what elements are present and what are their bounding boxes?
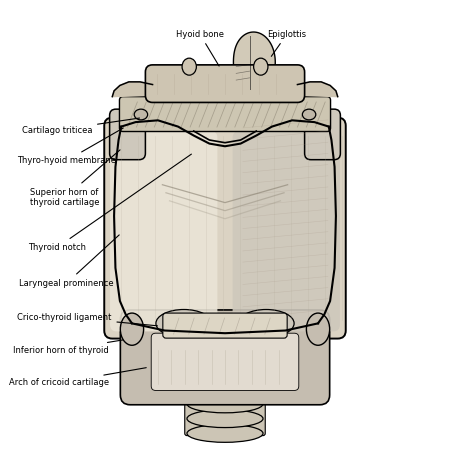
Ellipse shape [182, 58, 196, 75]
Text: Hyoid bone: Hyoid bone [176, 29, 224, 66]
Text: Epiglottis: Epiglottis [267, 29, 306, 57]
Ellipse shape [254, 58, 268, 75]
Ellipse shape [187, 395, 263, 413]
Text: Crico-thyroid ligament: Crico-thyroid ligament [17, 313, 158, 326]
FancyBboxPatch shape [120, 310, 330, 405]
Text: Inferior horn of thyroid: Inferior horn of thyroid [13, 340, 123, 355]
Ellipse shape [187, 409, 263, 428]
Ellipse shape [238, 310, 294, 337]
Ellipse shape [134, 109, 148, 120]
Text: Cartilago triticea: Cartilago triticea [22, 118, 140, 135]
Ellipse shape [302, 109, 316, 120]
Text: Arch of cricoid cartilage: Arch of cricoid cartilage [9, 368, 146, 387]
FancyBboxPatch shape [233, 131, 340, 332]
Text: Thyro-hyoid membrane: Thyro-hyoid membrane [17, 128, 123, 165]
Text: Thyroid notch: Thyroid notch [28, 154, 191, 252]
Text: Laryngeal prominence: Laryngeal prominence [19, 235, 119, 288]
Ellipse shape [120, 313, 144, 345]
Ellipse shape [187, 425, 263, 442]
FancyBboxPatch shape [110, 109, 145, 160]
Polygon shape [112, 82, 153, 96]
FancyBboxPatch shape [163, 313, 287, 338]
Ellipse shape [306, 313, 330, 345]
Ellipse shape [156, 310, 212, 337]
FancyBboxPatch shape [305, 109, 340, 160]
Text: Superior horn of
thyroid cartilage: Superior horn of thyroid cartilage [31, 150, 120, 207]
FancyBboxPatch shape [110, 131, 217, 332]
FancyBboxPatch shape [145, 65, 305, 103]
Polygon shape [297, 82, 338, 96]
FancyBboxPatch shape [119, 96, 331, 132]
FancyBboxPatch shape [151, 333, 299, 390]
FancyBboxPatch shape [185, 382, 265, 436]
Polygon shape [234, 32, 275, 92]
FancyBboxPatch shape [104, 118, 346, 339]
